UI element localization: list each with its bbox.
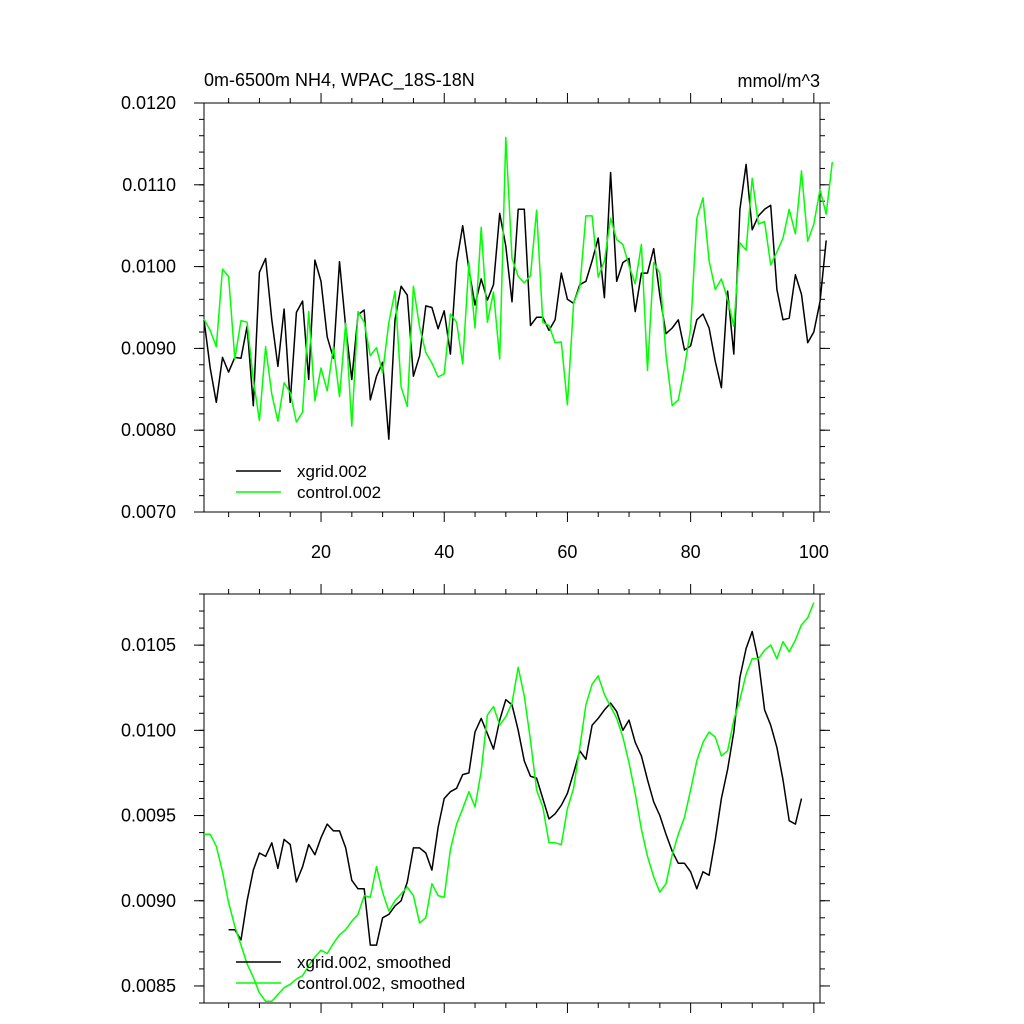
y-tick-label: 0.0105 [121, 635, 176, 655]
legend-label-xgrid: xgrid.002 [297, 462, 367, 481]
top-plot-frame [203, 102, 821, 513]
y-tick-label: 0.0120 [121, 93, 176, 113]
y-tick-label: 0.0095 [121, 806, 176, 826]
top-panel-title: 0m-6500m NH4, WPAC_18S-18N [204, 70, 475, 91]
top-panel-lines [203, 136, 834, 440]
top-panel: 0m-6500m NH4, WPAC_18S-18N mmol/m^3 0.00… [121, 70, 834, 562]
y-tick-label: 0.0080 [121, 420, 176, 440]
y-tick-label: 0.0100 [121, 720, 176, 740]
y-tick-label: 0.0070 [121, 502, 176, 522]
bottom-series-control-002-smoothed [204, 602, 815, 1003]
bottom-series-xgrid-002-smoothed [228, 630, 803, 946]
x-tick-label: 40 [434, 542, 454, 562]
top-legend: xgrid.002 control.002 [236, 462, 381, 502]
x-tick-label: 100 [799, 542, 829, 562]
top-panel-units: mmol/m^3 [738, 71, 820, 91]
y-tick-label: 0.0090 [121, 338, 176, 358]
top-panel-ticks: 0.0070 0.0080 0.0090 0.0100 0.0110 0.0120 20 40… [121, 93, 830, 562]
bottom-plot-frame [203, 593, 821, 1004]
y-tick-label: 0.0110 [122, 175, 176, 195]
legend-label-control-smoothed: control.002, smoothed [297, 974, 465, 993]
top-series-control-002 [203, 136, 834, 427]
y-tick-label: 0.0085 [121, 976, 176, 996]
x-tick-label: 80 [681, 542, 701, 562]
bottom-panel-lines [204, 602, 815, 1003]
bottom-panel: 0.0085 0.0090 0.0095 0.0100 0.0105 xgrid.002… [121, 584, 830, 1013]
x-tick-label: 60 [557, 542, 577, 562]
bottom-legend: xgrid.002, smoothed control.002, smoothe… [236, 953, 465, 993]
legend-label-xgrid-smoothed: xgrid.002, smoothed [297, 953, 451, 972]
y-tick-label: 0.0090 [121, 891, 176, 911]
top-series-xgrid-002 [203, 163, 827, 440]
y-tick-label: 0.0100 [121, 257, 176, 277]
bottom-panel-ticks: 0.0085 0.0090 0.0095 0.0100 0.0105 [121, 584, 830, 1013]
legend-label-control: control.002 [297, 483, 381, 502]
x-tick-label: 20 [311, 542, 331, 562]
